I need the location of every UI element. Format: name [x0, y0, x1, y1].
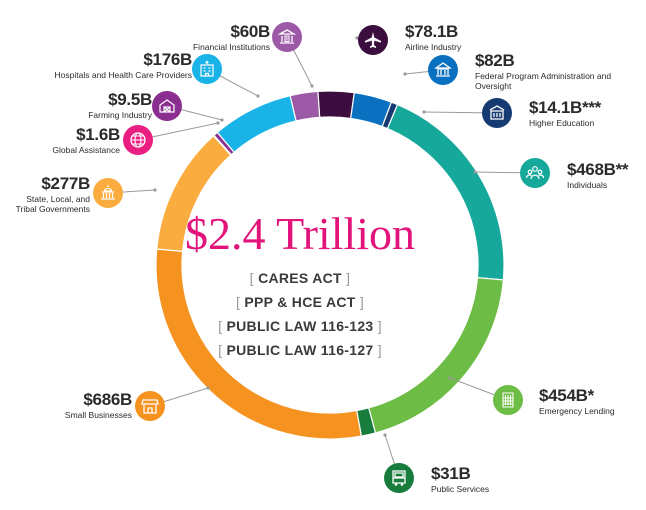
- slice-label-4: $454B* Emergency Lending: [539, 386, 639, 416]
- capitol-building-icon: [93, 178, 123, 208]
- act-public-law-116-123: [ PUBLIC LAW 116-123 ]: [218, 318, 382, 334]
- connector-dot-9: [220, 118, 224, 122]
- slice-label-10: $176B Hospitals and Health Care Providers: [40, 50, 193, 80]
- slice-amount: $454B*: [539, 386, 594, 405]
- connector-dot-8: [216, 121, 220, 125]
- slice-label-9: $9.5B Farming Industry: [60, 90, 152, 120]
- slice-name: Individuals: [567, 180, 608, 190]
- act-cares: [ CARES ACT ]: [249, 270, 351, 286]
- slice-label-0: $78.1B Airline Industry: [405, 22, 555, 52]
- storefront-icon: [135, 391, 165, 421]
- barn-icon: [152, 91, 182, 121]
- slice-amount: $468B**: [567, 160, 629, 179]
- slice-amount: $82B: [475, 51, 515, 70]
- slice-label-8: $1.6B Global Assistance: [16, 125, 120, 155]
- slice-amount: $14.1B***: [529, 98, 601, 117]
- slice-amount: $1.6B: [76, 125, 120, 144]
- slice-label-1: $82B Federal Program Administration and O…: [475, 51, 635, 91]
- slice-label-11: $60B Financial Institutions: [165, 22, 270, 52]
- slice-amount: $60B: [230, 22, 271, 41]
- connector-dot-10: [256, 94, 260, 98]
- slice-name: Public Services: [431, 484, 490, 494]
- connector-dot-2: [422, 110, 426, 114]
- act-ppp-hce: [ PPP & HCE ACT ]: [235, 294, 365, 310]
- connector-dot-7: [153, 188, 157, 192]
- slice-name: Farming Industry: [88, 110, 152, 120]
- slice-name: Financial Institutions: [192, 42, 270, 52]
- donut-slice-11: [289, 90, 321, 122]
- slice-amount: $78.1B: [405, 22, 459, 41]
- connector-dot-5: [383, 433, 387, 437]
- slice-label-2: $14.1B*** Higher Education: [529, 98, 639, 128]
- slice-amount: $686B: [83, 390, 132, 409]
- slice-name: Hospitals and Health Care Providers: [54, 70, 192, 80]
- slice-label-3: $468B** Individuals: [567, 160, 646, 190]
- government-building-icon: [428, 55, 458, 85]
- connector-dot-0: [355, 36, 359, 40]
- act-public-law-116-127: [ PUBLIC LAW 116-127 ]: [218, 342, 382, 358]
- slice-name: Federal Program Administration and Overs…: [475, 71, 612, 91]
- slice-name: Small Businesses: [64, 410, 132, 420]
- connector-dot-11: [310, 84, 314, 88]
- people-icon: [520, 158, 550, 188]
- slice-name: Emergency Lending: [539, 406, 615, 416]
- slice-amount: $9.5B: [108, 90, 152, 109]
- slice-name: State, Local, and Tribal Governments: [15, 194, 90, 214]
- donut-slice-0: [317, 90, 355, 120]
- bank-icon: [272, 22, 302, 52]
- slice-amount: $31B: [431, 464, 471, 483]
- slice-name: Global Assistance: [52, 145, 120, 155]
- slice-label-7: $277B State, Local, and Tribal Government…: [10, 174, 91, 214]
- bus-icon: [384, 463, 414, 493]
- slice-label-6: $686B Small Businesses: [30, 390, 132, 420]
- slice-name: Higher Education: [529, 118, 595, 128]
- connector-dot-1: [403, 72, 407, 76]
- connector-dot-3: [473, 170, 477, 174]
- globe-icon: [123, 125, 153, 155]
- connector-dot-4: [448, 376, 452, 380]
- slice-amount: $277B: [41, 174, 90, 193]
- university-icon: [482, 98, 512, 128]
- airplane-icon: [358, 25, 388, 55]
- connector-dot-6: [206, 386, 210, 390]
- donut-slice-10: [216, 94, 297, 154]
- slice-label-5: $31B Public Services: [431, 464, 531, 494]
- total-amount: $2.4 Trillion: [184, 208, 416, 259]
- slice-name: Airline Industry: [405, 42, 462, 52]
- slice-amount: $176B: [143, 50, 192, 69]
- hospital-icon: [192, 54, 222, 84]
- office-building-icon: [493, 385, 523, 415]
